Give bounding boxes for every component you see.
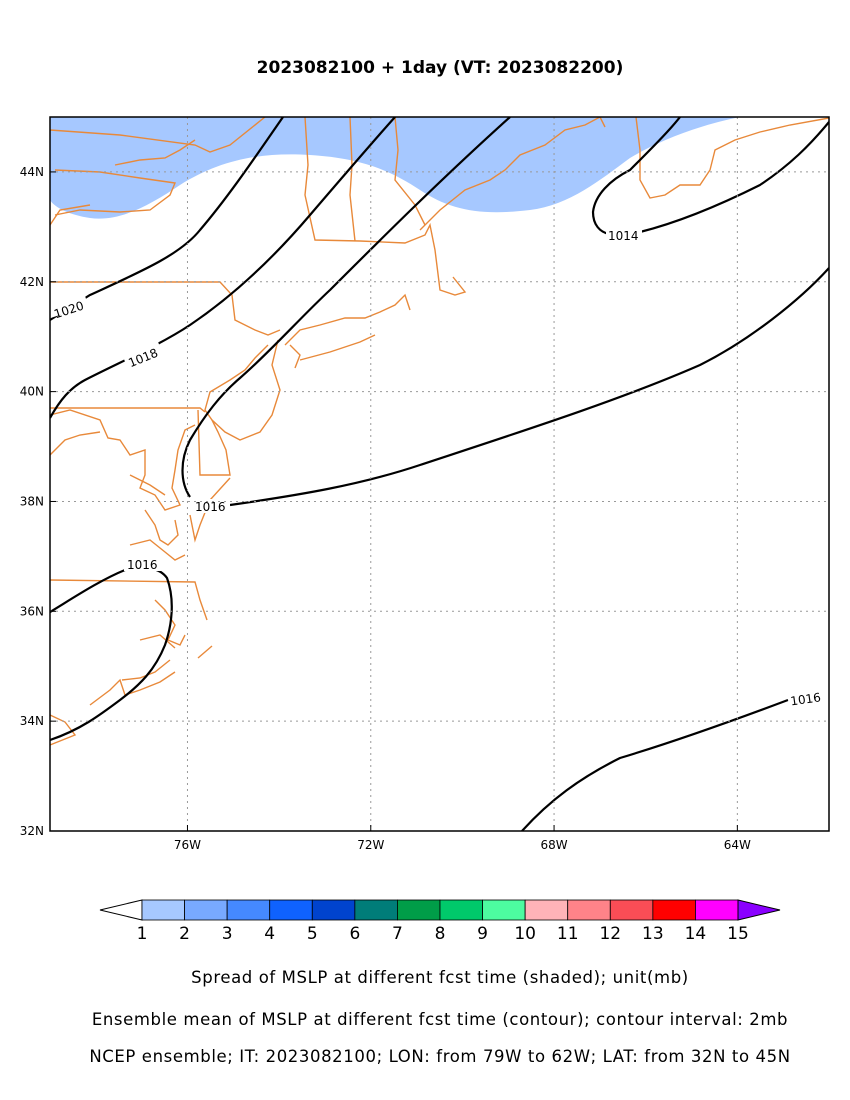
x-tick-label: 68W [540, 838, 567, 852]
colorbar-label: 1 [137, 924, 148, 944]
colorbar-swatch [269, 899, 313, 921]
colorbar-swatch [482, 899, 526, 921]
colorbar-label: 6 [349, 924, 360, 944]
colorbar-label: 13 [642, 924, 664, 944]
plot-frame [49, 116, 830, 832]
colorbar-label: 11 [557, 924, 579, 944]
colorbar-label: 15 [727, 924, 749, 944]
contour-1016-east [229, 267, 829, 507]
colorbar-swatch [524, 899, 569, 921]
x-tick-label: 76W [174, 838, 201, 852]
spread-shading [50, 117, 740, 219]
y-tick-label: 32N [20, 824, 44, 838]
colorbar-swatch [439, 899, 483, 921]
x-tick-labels: 76W 72W 68W 64W [174, 825, 751, 852]
colorbar-swatch [226, 899, 271, 921]
colorbar: 1 2 3 4 5 6 7 8 9 10 11 12 13 14 15 [99, 899, 781, 944]
colorbar-max-arrow [737, 899, 781, 921]
colorbar-label: 10 [514, 924, 536, 944]
y-tick-label: 38N [20, 494, 44, 508]
contour-label: 1016 [789, 690, 821, 708]
colorbar-swatch [141, 899, 185, 921]
colorbar-label: 4 [264, 924, 275, 944]
colorbar-min-arrow [99, 899, 143, 921]
colorbar-swatch [184, 899, 228, 921]
colorbar-swatch [311, 899, 356, 921]
colorbar-label: 8 [435, 924, 446, 944]
contour-label: 1016 [195, 500, 226, 514]
colorbar-label: 12 [599, 924, 621, 944]
contour-label-group: 1020 1018 1016 1016 1014 1016 [50, 228, 829, 708]
colorbar-swatch [652, 899, 696, 921]
caption-contour: Ensemble mean of MSLP at different fcst … [91, 1010, 789, 1029]
colorbar-swatch [609, 899, 654, 921]
colorbar-label: 14 [685, 924, 707, 944]
y-tick-label: 40N [20, 385, 44, 399]
x-tick-label: 64W [724, 838, 751, 852]
contour-1016-south [521, 698, 789, 831]
colorbar-label: 2 [179, 924, 190, 944]
contour-label: 1014 [608, 229, 639, 243]
coastlines [50, 117, 829, 746]
colorbar-label: 9 [477, 924, 488, 944]
contour-1016-west [50, 566, 173, 742]
y-tick-label: 42N [20, 275, 44, 289]
colorbar-swatch [567, 899, 611, 921]
caption-source: NCEP ensemble; IT: 2023082100; LON: from… [89, 1047, 791, 1066]
contour-1014-b [639, 121, 829, 234]
map-title: 2023082100 + 1day (VT: 2023082200) [256, 58, 624, 78]
caption-shaded: Spread of MSLP at different fcst time (s… [191, 968, 689, 987]
y-tick-label: 44N [20, 165, 44, 179]
y-tick-label: 36N [20, 604, 44, 618]
contour-1016-north [181, 117, 511, 498]
y-tick-label: 34N [20, 714, 44, 728]
contour-1020 [50, 117, 284, 321]
colorbar-label: 7 [392, 924, 403, 944]
contour-1014 [591, 117, 681, 236]
y-tick-labels: 44N 42N 40N 38N 36N 34N 32N [20, 165, 56, 838]
contour-label: 1016 [127, 558, 158, 572]
colorbar-swatch [397, 899, 441, 921]
x-tick-label: 72W [357, 838, 384, 852]
colorbar-label: 5 [307, 924, 318, 944]
mslp-contours [50, 117, 829, 831]
colorbar-swatch [695, 899, 739, 921]
colorbar-label: 3 [222, 924, 233, 944]
contour-label: 1018 [126, 346, 160, 370]
grid-lines [50, 117, 829, 831]
colorbar-swatch [354, 899, 398, 921]
contour-1018 [50, 117, 396, 419]
